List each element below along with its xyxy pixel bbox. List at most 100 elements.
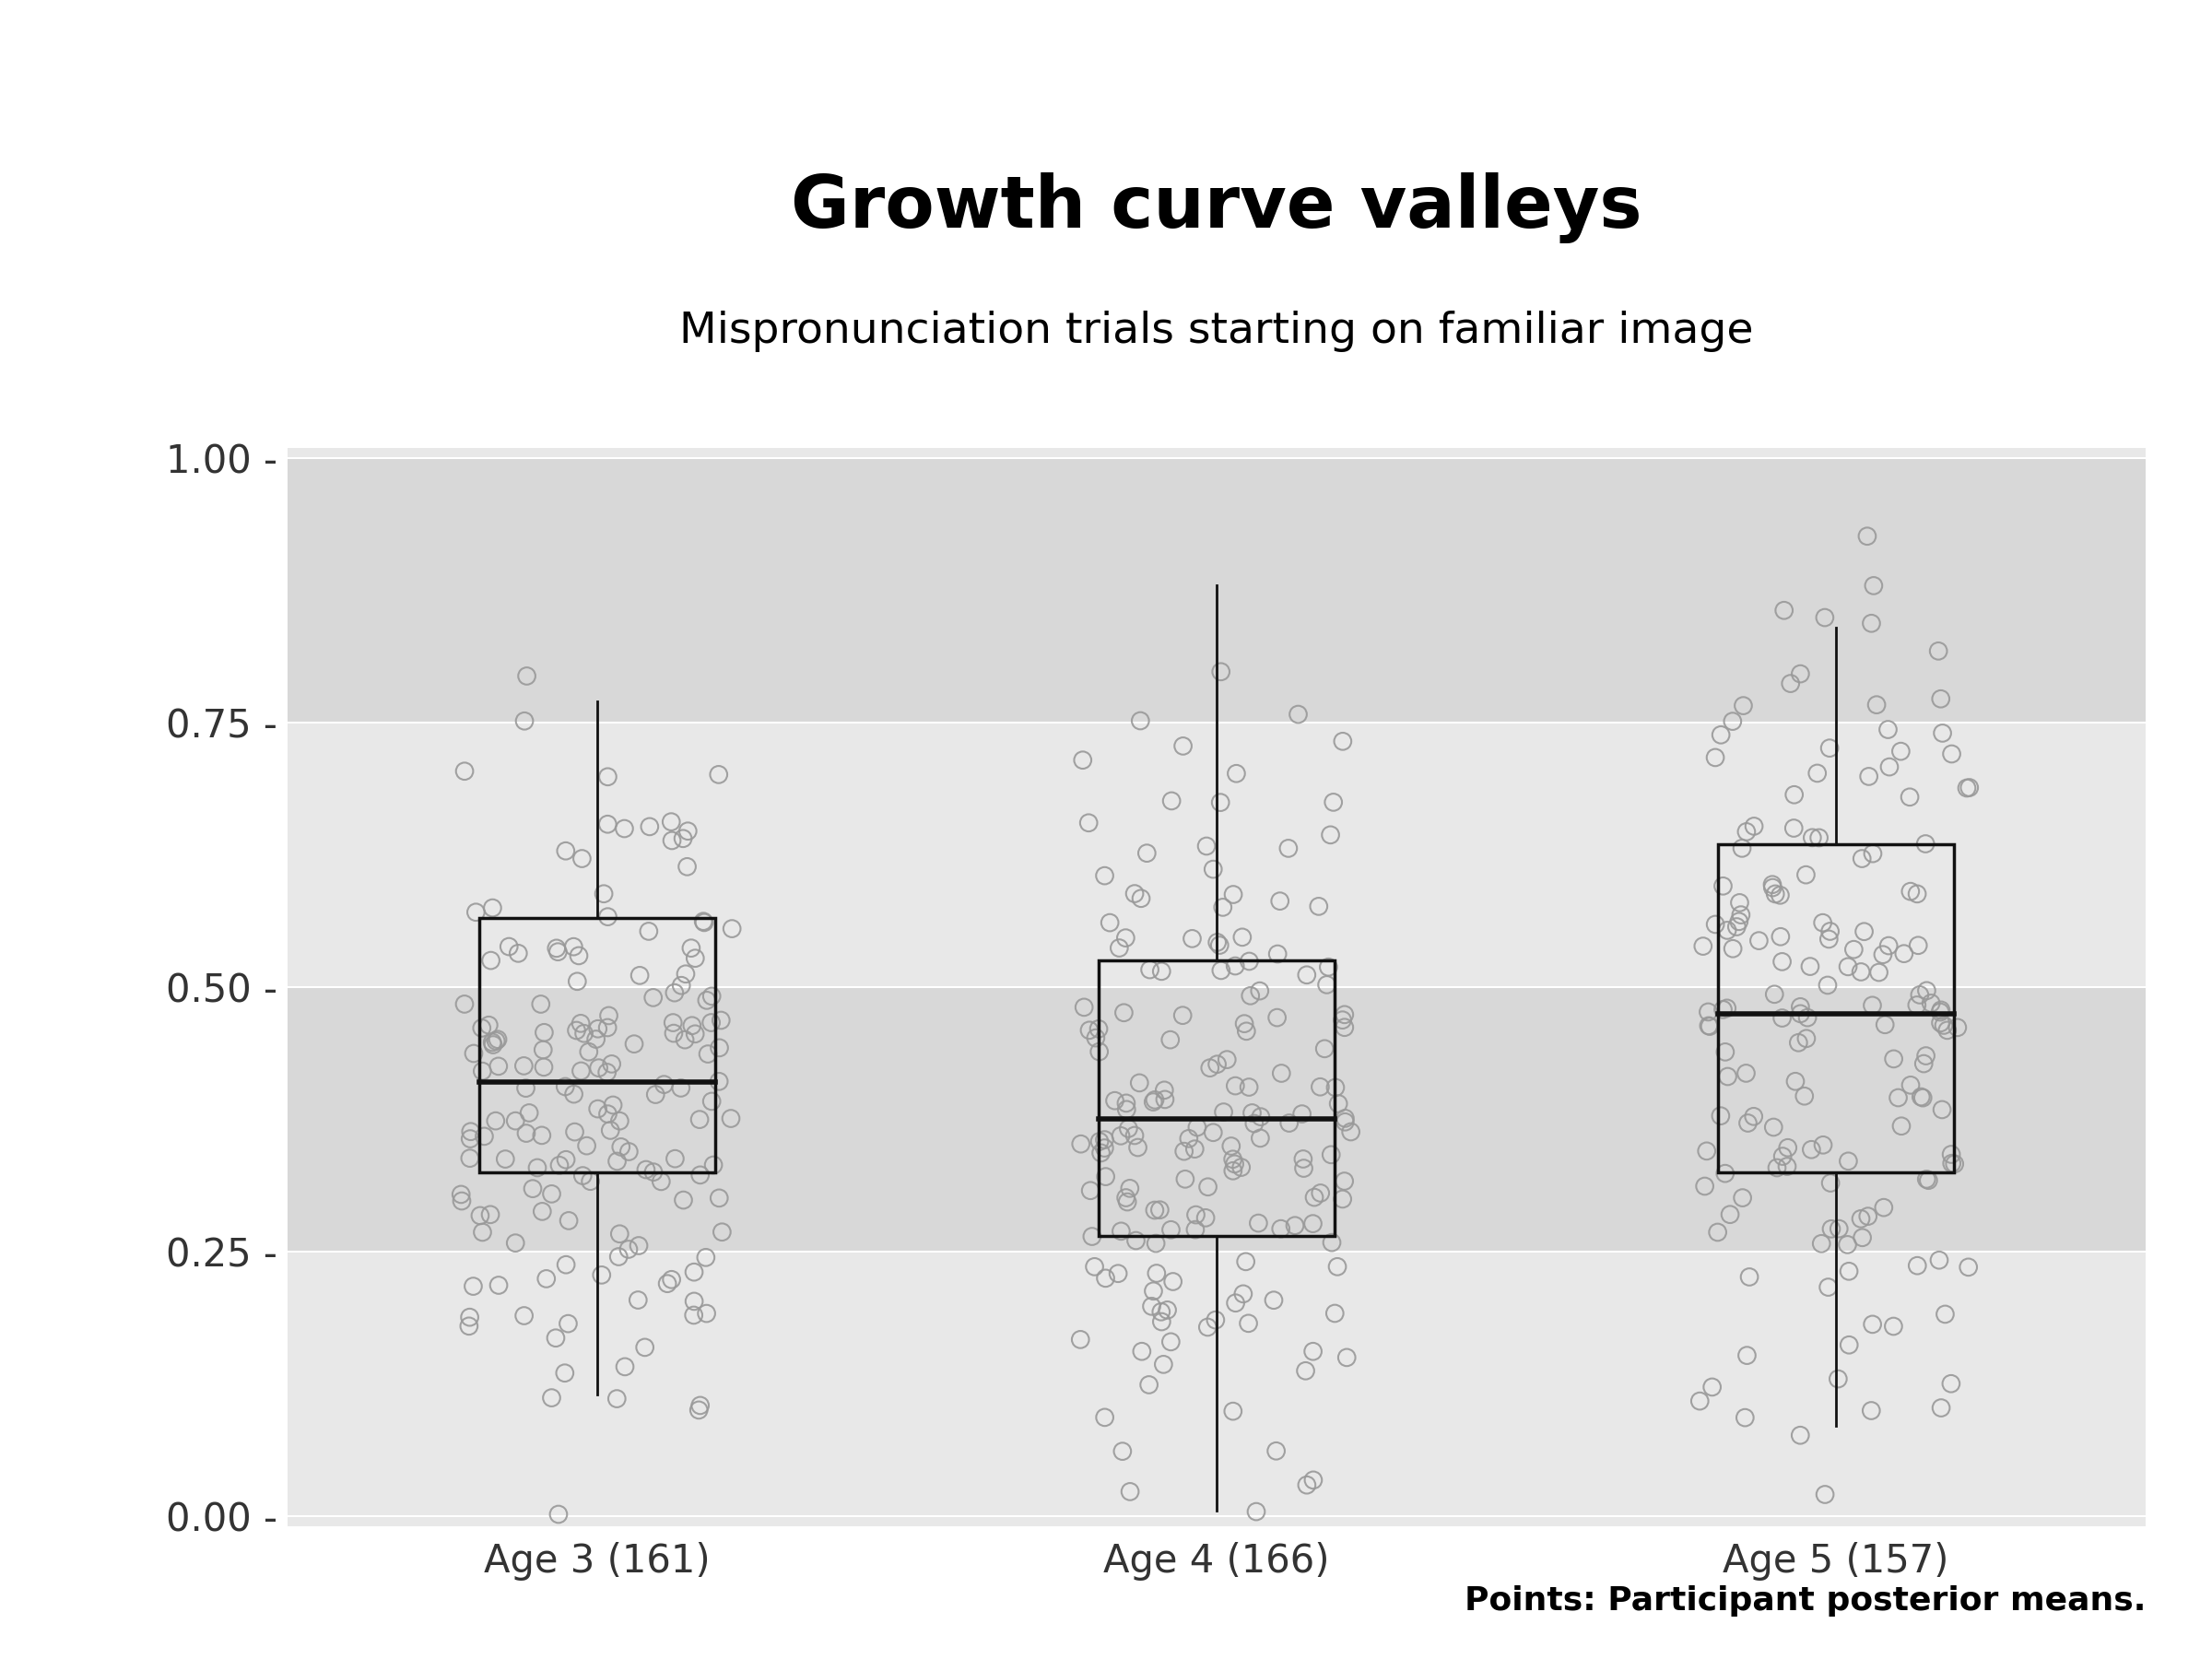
Point — [1259, 1004, 1294, 1030]
Point — [1820, 1216, 1856, 1243]
Point — [1084, 1140, 1119, 1166]
Point — [1325, 728, 1360, 755]
Point — [1152, 1216, 1188, 1243]
Point — [1900, 992, 1936, 1019]
Point — [1075, 1223, 1110, 1249]
Point — [1703, 722, 1739, 748]
Point — [1086, 1404, 1121, 1430]
Point — [1296, 1185, 1332, 1211]
Point — [1110, 1115, 1146, 1141]
Point — [1327, 1168, 1363, 1194]
Point — [1933, 1370, 1969, 1397]
Point — [1203, 659, 1239, 685]
Point — [1922, 999, 1958, 1025]
Point — [1303, 1073, 1338, 1100]
Point — [467, 1123, 502, 1150]
Point — [1217, 952, 1252, 979]
Point — [1807, 604, 1843, 630]
Point — [1772, 670, 1807, 697]
Point — [478, 1108, 513, 1135]
Point — [1199, 1307, 1234, 1334]
Point — [1327, 1108, 1363, 1135]
Point — [1188, 833, 1223, 859]
Point — [1690, 999, 1725, 1025]
Point — [1119, 1135, 1155, 1161]
Point — [1710, 1063, 1745, 1090]
Point — [507, 1302, 542, 1329]
Point — [611, 1138, 646, 1165]
Point — [1940, 1014, 1975, 1040]
Point — [1763, 883, 1798, 909]
Point — [1077, 1025, 1113, 1052]
Point — [1893, 878, 1929, 904]
Point — [549, 838, 584, 864]
Point — [1272, 1110, 1307, 1136]
Point — [1263, 1216, 1298, 1243]
Point — [1104, 1123, 1139, 1150]
Point — [540, 1501, 575, 1528]
Point — [500, 941, 535, 967]
Bar — [1719, 844, 1953, 1173]
Point — [681, 1397, 717, 1423]
Point — [1201, 932, 1237, 959]
Point — [1217, 1151, 1252, 1178]
Point — [1327, 1014, 1363, 1040]
Point — [686, 909, 721, 936]
Text: Growth curve valleys: Growth curve valleys — [792, 173, 1641, 242]
Point — [476, 1032, 511, 1058]
Point — [1927, 1012, 1962, 1039]
Point — [1219, 760, 1254, 786]
Point — [1900, 1253, 1936, 1279]
Point — [1113, 1175, 1148, 1201]
Point — [1854, 992, 1889, 1019]
Point — [697, 1151, 732, 1178]
Point — [540, 939, 575, 966]
Point — [593, 1117, 628, 1143]
Point — [1148, 1087, 1183, 1113]
Point — [1907, 1050, 1942, 1077]
Point — [1728, 1060, 1763, 1087]
Point — [1812, 926, 1847, 952]
Bar — [480, 919, 714, 1173]
Point — [580, 1015, 615, 1042]
Point — [1113, 1478, 1148, 1505]
Point — [1281, 702, 1316, 728]
Point — [591, 1100, 626, 1126]
Point — [1787, 861, 1823, 888]
Point — [465, 1015, 500, 1042]
Point — [1843, 959, 1878, 985]
Point — [1776, 815, 1812, 841]
Point — [1206, 894, 1241, 921]
Point — [1217, 1072, 1252, 1098]
Point — [1285, 1146, 1321, 1173]
Point — [1759, 1155, 1794, 1181]
Point — [622, 1233, 657, 1259]
Point — [1756, 1113, 1792, 1140]
Point — [1812, 917, 1847, 944]
Point — [1776, 781, 1812, 808]
Point — [1312, 821, 1347, 848]
Point — [1203, 957, 1239, 984]
Point — [655, 828, 690, 854]
Point — [1710, 917, 1745, 944]
Point — [580, 1095, 615, 1121]
Point — [1310, 972, 1345, 999]
Point — [1951, 1254, 1986, 1281]
Point — [1913, 990, 1949, 1017]
Point — [1909, 977, 1944, 1004]
Point — [1845, 846, 1880, 873]
Point — [675, 1012, 710, 1039]
Point — [1230, 1311, 1265, 1337]
Point — [714, 916, 750, 942]
Point — [1137, 1087, 1172, 1113]
Point — [1807, 1481, 1843, 1508]
Point — [1887, 941, 1922, 967]
Point — [509, 1120, 544, 1146]
Point — [526, 1019, 562, 1045]
Point — [1754, 874, 1790, 901]
Point — [1851, 763, 1887, 790]
Point — [1922, 1010, 1958, 1037]
Point — [1139, 1229, 1175, 1256]
Point — [1064, 1131, 1099, 1158]
Bar — [288, 723, 2146, 987]
